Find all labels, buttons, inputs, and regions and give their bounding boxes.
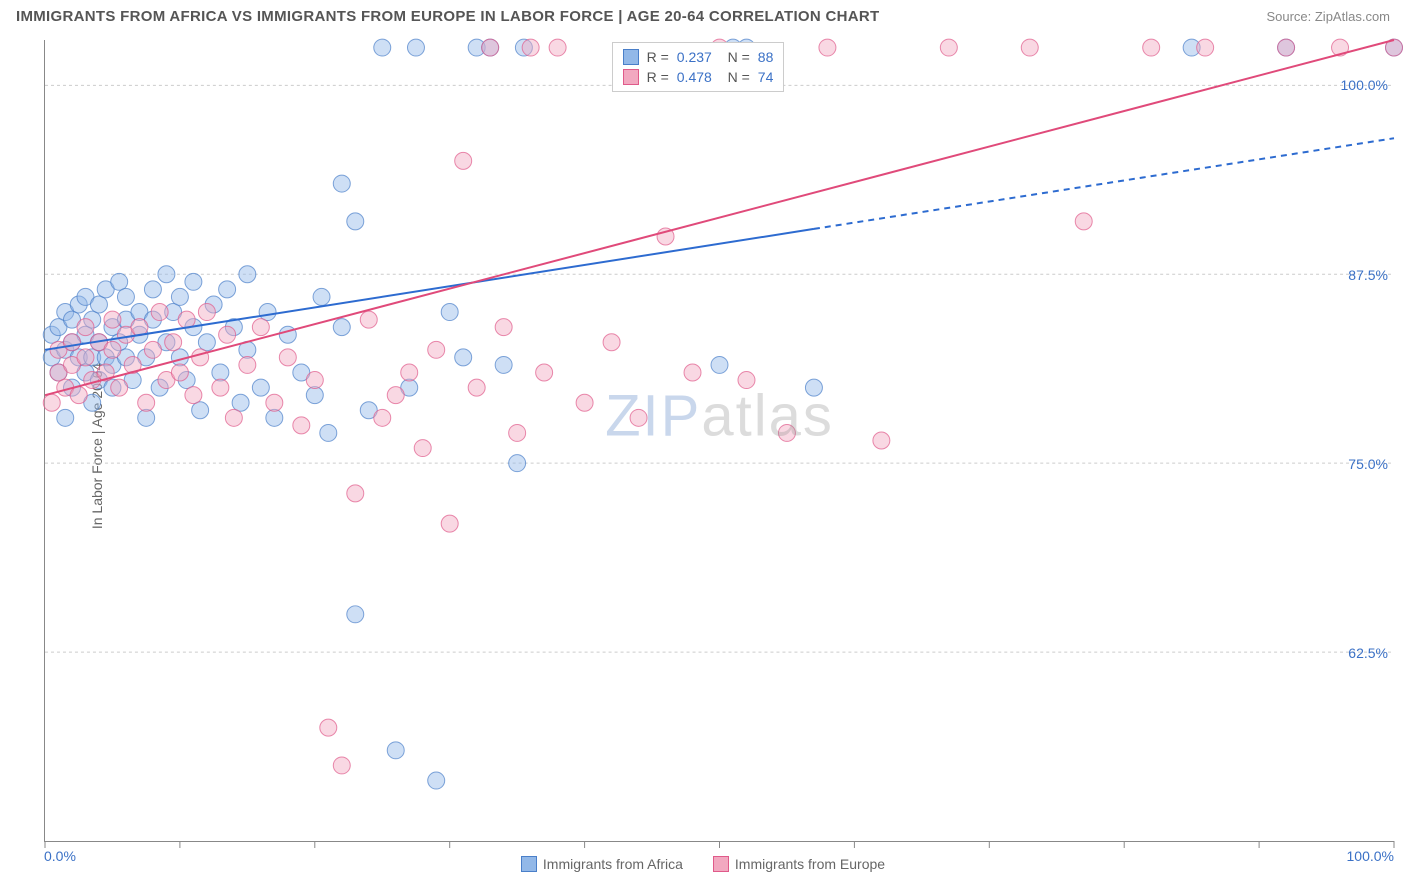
n-label: N =: [720, 49, 750, 65]
correlation-row-europe: R = 0.478 N = 74: [623, 67, 774, 87]
correlation-row-africa: R = 0.237 N = 88: [623, 47, 774, 67]
legend-swatch-icon: [713, 856, 729, 872]
correlation-legend: R = 0.237 N = 88 R = 0.478 N = 74: [612, 42, 785, 92]
ytick-label: 62.5%: [1348, 645, 1388, 661]
n-value-africa: 88: [758, 49, 774, 65]
r-value-africa: 0.237: [677, 49, 712, 65]
legend-swatch-africa: [623, 49, 639, 65]
legend-label-europe: Immigrants from Europe: [735, 856, 885, 872]
n-value-europe: 74: [758, 69, 774, 85]
r-label: R =: [647, 69, 669, 85]
legend-swatch-europe: [623, 69, 639, 85]
legend-label-africa: Immigrants from Africa: [543, 856, 683, 872]
n-label: N =: [720, 69, 750, 85]
legend-item-europe: Immigrants from Europe: [713, 856, 885, 872]
series-legend: Immigrants from Africa Immigrants from E…: [0, 856, 1406, 872]
legend-swatch-icon: [521, 856, 537, 872]
chart-title: IMMIGRANTS FROM AFRICA VS IMMIGRANTS FRO…: [16, 8, 880, 25]
r-label: R =: [647, 49, 669, 65]
ytick-label: 100.0%: [1341, 77, 1388, 93]
ytick-label: 87.5%: [1348, 267, 1388, 283]
r-value-europe: 0.478: [677, 69, 712, 85]
ytick-label: 75.0%: [1348, 456, 1388, 472]
chart-header: IMMIGRANTS FROM AFRICA VS IMMIGRANTS FRO…: [0, 0, 1406, 29]
chart-plot-area: ZIPatlas R = 0.237 N = 88 R = 0.478 N = …: [44, 40, 1394, 842]
legend-item-africa: Immigrants from Africa: [521, 856, 683, 872]
source-attribution: Source: ZipAtlas.com: [1266, 9, 1390, 24]
chart-svg: [45, 40, 1394, 841]
